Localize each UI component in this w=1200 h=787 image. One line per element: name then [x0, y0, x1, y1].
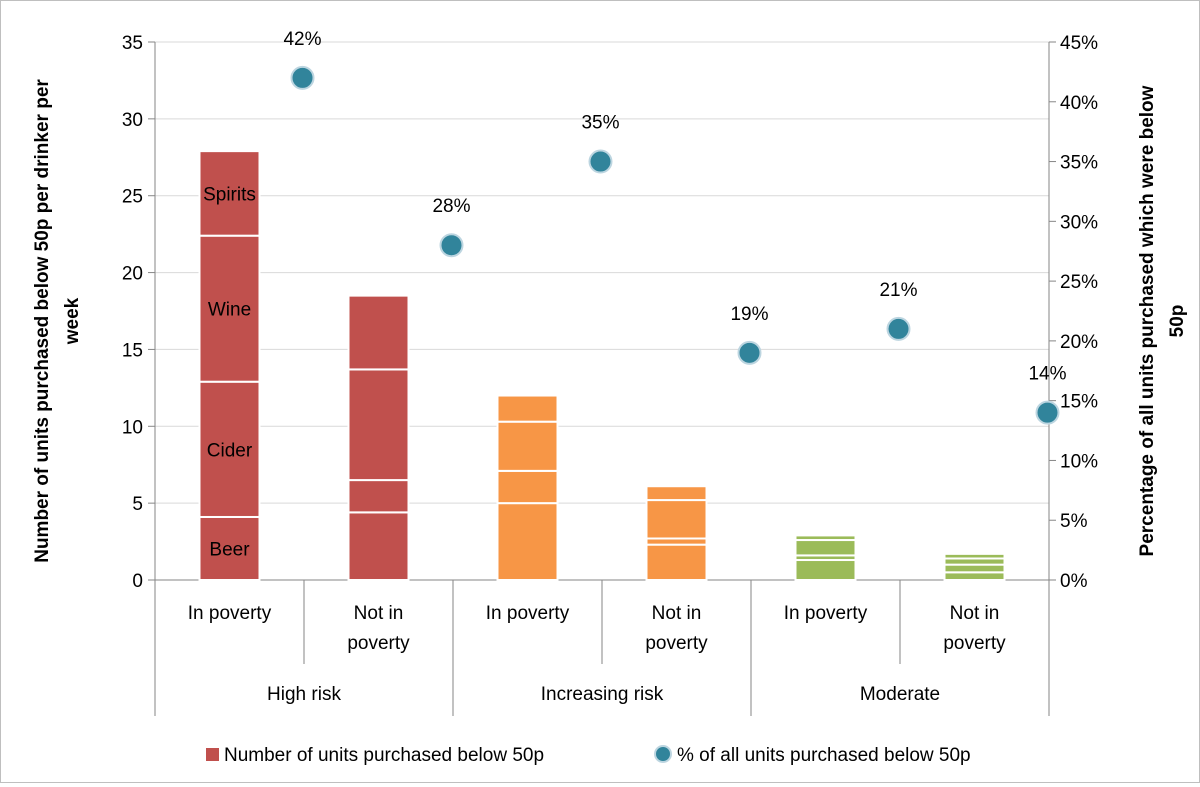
y2-tick-label: 10%: [1060, 451, 1098, 472]
y2-axis-title-line2: 50p: [1167, 305, 1188, 338]
y2-tick-label: 0%: [1060, 571, 1088, 592]
bar-segment-spirits: [794, 534, 857, 542]
y-tick-label: 0: [132, 571, 143, 592]
y2-tick-label: 15%: [1060, 392, 1098, 413]
y-tick-label: 15: [122, 340, 143, 361]
bar-segment-spirits: [645, 485, 708, 502]
y2-tick-label: 40%: [1060, 93, 1098, 114]
legend-swatch-bars: [206, 748, 219, 761]
bar-segment-spirits: [496, 394, 559, 423]
y2-axis-title-line1: Percentage of all units purchased which …: [1137, 85, 1158, 556]
percent-marker: [588, 149, 613, 174]
bar-segment-beer: [496, 502, 559, 581]
category-label: In poverty: [486, 603, 570, 624]
percent-label: 42%: [283, 29, 321, 50]
bar-segment-wine: [198, 234, 261, 383]
percent-marker: [1035, 400, 1060, 425]
y-axis-title-line1: Number of units purchased below 50p per …: [32, 79, 53, 563]
segment-label: Wine: [208, 300, 251, 321]
percent-label: 19%: [730, 304, 768, 325]
category-label: In poverty: [188, 603, 272, 624]
y-tick-label: 5: [132, 494, 143, 515]
bar-segment-spirits: [347, 294, 410, 371]
category-label: poverty: [347, 633, 410, 654]
bar-segment-cider: [347, 479, 410, 514]
legend-label-bars: Number of units purchased below 50p: [224, 745, 544, 766]
percent-marker: [290, 65, 315, 90]
y2-tick-label: 45%: [1060, 33, 1098, 54]
y2-tick-label: 30%: [1060, 212, 1098, 233]
bar-segment-wine: [496, 420, 559, 472]
y2-tick-label: 20%: [1060, 332, 1098, 353]
bar-segment-cider: [198, 380, 261, 518]
y2-tick-label: 25%: [1060, 272, 1098, 293]
bar-segment-beer: [645, 543, 708, 581]
bar-segment-spirits: [198, 150, 261, 237]
category-label: poverty: [943, 633, 1006, 654]
category-label: poverty: [645, 633, 708, 654]
legend-marker-percent: [654, 745, 672, 763]
percent-marker: [737, 340, 762, 365]
bar-segment-cider: [943, 563, 1006, 574]
percent-label: 28%: [432, 196, 470, 217]
percent-marker: [439, 233, 464, 258]
bar-segment-beer: [347, 511, 410, 582]
legend-label-percent: % of all units purchased below 50p: [677, 745, 971, 766]
group-label: Moderate: [860, 684, 940, 705]
y-tick-label: 20: [122, 264, 143, 285]
category-label: Not in: [652, 603, 702, 624]
percent-label: 21%: [879, 280, 917, 301]
category-label: Not in: [950, 603, 1000, 624]
percent-label: 35%: [581, 113, 619, 134]
bar-segment-cider: [496, 469, 559, 505]
y-axis-title-line2: week: [62, 297, 83, 345]
group-label: Increasing risk: [541, 684, 664, 705]
category-label: In poverty: [784, 603, 868, 624]
y2-tick-label: 35%: [1060, 153, 1098, 174]
bar-segment-spirits: [943, 552, 1006, 560]
bar-segment-wine: [645, 499, 708, 540]
y-tick-label: 10: [122, 417, 143, 438]
group-label: High risk: [267, 684, 341, 705]
y-tick-label: 35: [122, 33, 143, 54]
y2-tick-label: 5%: [1060, 511, 1088, 532]
bar-segment-wine: [794, 539, 857, 557]
category-label: Not in: [354, 603, 404, 624]
y-tick-label: 30: [122, 110, 143, 131]
percent-label: 14%: [1028, 364, 1066, 385]
bar-segment-wine: [347, 368, 410, 482]
bar-segment-beer: [943, 571, 1006, 581]
percent-marker: [886, 316, 911, 341]
segment-label: Cider: [207, 440, 253, 461]
segment-label: Beer: [209, 539, 250, 560]
y-tick-label: 25: [122, 187, 143, 208]
bar-segment-beer: [794, 559, 857, 582]
segment-label: Spirits: [203, 184, 256, 205]
